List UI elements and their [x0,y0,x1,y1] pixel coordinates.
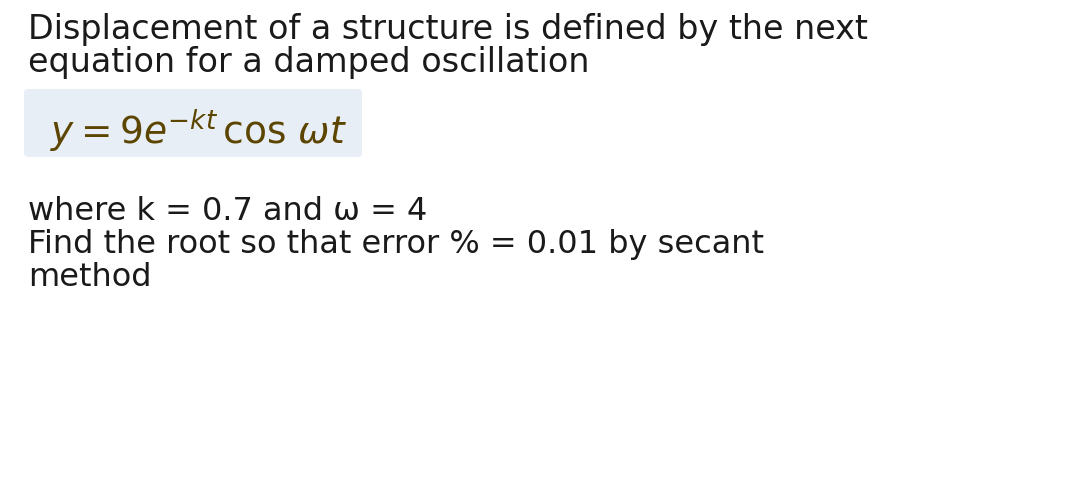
Text: equation for a damped oscillation: equation for a damped oscillation [28,46,590,79]
Text: Find the root so that error % = 0.01 by secant: Find the root so that error % = 0.01 by … [28,229,764,260]
Text: Displacement of a structure is defined by the next: Displacement of a structure is defined b… [28,13,868,46]
FancyBboxPatch shape [24,89,362,157]
Text: where k = 0.7 and ω = 4: where k = 0.7 and ω = 4 [28,196,428,227]
Text: $y = 9e^{-kt}\,\cos\,\omega t$: $y = 9e^{-kt}\,\cos\,\omega t$ [50,108,347,155]
Text: method: method [28,262,151,293]
